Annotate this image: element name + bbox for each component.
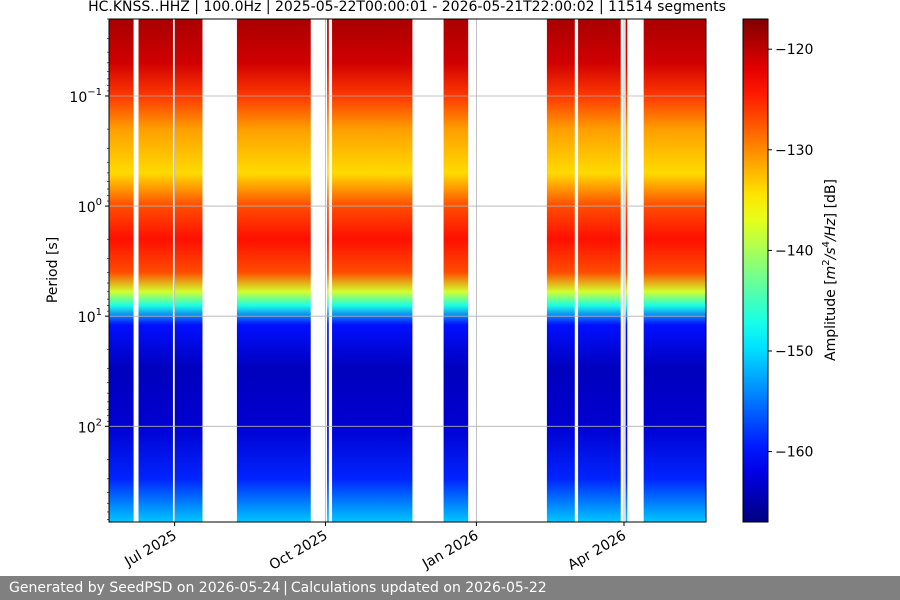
footer-bar: Generated by SeedPSD on 2026-05-24 | Calcu… xyxy=(0,576,900,600)
colorbar-label: Amplitude [m2/s4/Hz] [dB] xyxy=(821,179,839,361)
x-tick-label: Oct 2025 xyxy=(267,528,331,574)
x-tick-label: Jul 2025 xyxy=(121,528,179,571)
data-segment xyxy=(643,19,706,522)
data-segment xyxy=(138,19,173,522)
plot-frame xyxy=(108,18,707,523)
data-segment xyxy=(546,19,575,522)
data-segment xyxy=(332,19,413,522)
footer-separator: | xyxy=(283,580,288,596)
y-tick-label: 10−1 xyxy=(69,87,102,106)
footer-updated-text: Calculations updated on 2026-05-22 xyxy=(290,580,547,596)
psd-spectrogram-chart: HC.KNSS..HHZ | 100.0Hz | 2025-05-22T00:0… xyxy=(45,0,839,574)
y-axis: 10−1 100 101 102 xyxy=(69,18,109,520)
x-axis: Jul 2025 Oct 2025 Jan 2026 Apr 2026 xyxy=(121,522,629,574)
data-segment xyxy=(327,19,329,522)
colorbar-scale xyxy=(742,18,769,523)
colorbar-tick-label: −150 xyxy=(775,344,813,360)
colorbar-tick-label: −160 xyxy=(775,445,813,461)
colorbar-tick-label: −140 xyxy=(775,243,813,259)
plot-area xyxy=(108,18,707,523)
data-segment xyxy=(174,19,203,522)
data-segment xyxy=(443,19,469,522)
data-segment xyxy=(578,19,621,522)
chart-title: HC.KNSS..HHZ | 100.0Hz | 2025-05-22T00:0… xyxy=(88,0,726,15)
y-tick-label: 100 xyxy=(78,197,102,216)
colorbar-tick-label: −130 xyxy=(775,143,813,159)
x-tick-label: Jan 2026 xyxy=(419,528,481,573)
y-tick-label: 102 xyxy=(78,417,102,436)
x-tick-label: Apr 2026 xyxy=(565,528,629,574)
y-axis-label: Period [s] xyxy=(45,237,61,303)
y-tick-label: 101 xyxy=(78,307,102,326)
colorbar: −120 −130 −140 −150 −160 xyxy=(742,18,813,523)
data-segment xyxy=(236,19,311,522)
data-segment xyxy=(625,19,628,522)
colorbar-tick-label: −120 xyxy=(775,42,813,58)
data-segment xyxy=(109,19,134,522)
footer-generated-text: Generated by SeedPSD on 2026-05-24 xyxy=(9,580,281,596)
